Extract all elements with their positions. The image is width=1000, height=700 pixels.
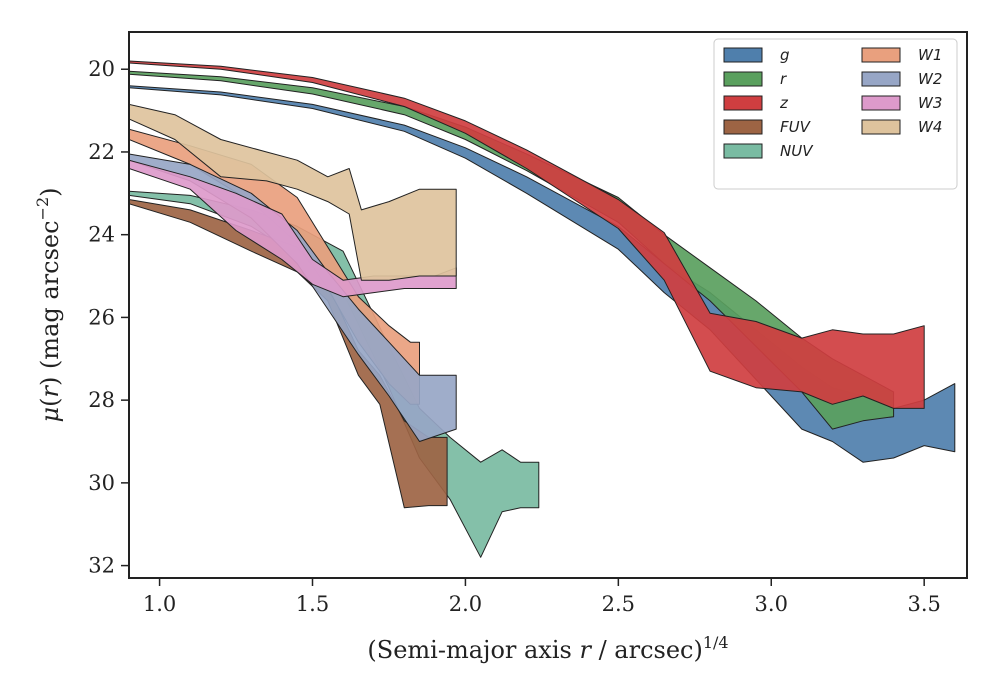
legend-swatch-z (723, 95, 763, 111)
x-tick-label: 1.5 (296, 592, 329, 616)
band-z (129, 60, 925, 409)
legend-label-r: r (780, 70, 787, 88)
legend-swatch-w1 (861, 47, 901, 63)
legend-swatch-w4 (861, 119, 901, 135)
band-w3 (129, 159, 457, 298)
legend-swatch-fuv (723, 119, 763, 135)
legend-label-w1: W1 (918, 46, 942, 64)
y-tick-label: 30 (88, 471, 115, 495)
x-tick-label: 2.0 (449, 592, 482, 616)
y-tick-label: 28 (88, 388, 115, 412)
legend: grz FUV NUV W1 W2 W3 W4 (713, 38, 958, 190)
legend-label-nuv: NUV (780, 142, 814, 160)
legend-label-fuv: FUV (780, 118, 812, 136)
y-tick-label: 26 (88, 305, 115, 329)
legend-label-w3: W3 (918, 94, 942, 112)
legend-swatch-nuv (723, 143, 763, 159)
legend-swatch-r (723, 71, 763, 87)
x-tick-label: 3.0 (755, 592, 788, 616)
y-tick-label: 22 (88, 140, 115, 164)
legend-swatch-w3 (861, 95, 901, 111)
legend-swatch-g (723, 47, 763, 63)
legend-swatch-w2 (861, 71, 901, 87)
plot-frame (128, 31, 968, 579)
band-w4 (129, 103, 457, 281)
legend-label-w4: W4 (918, 118, 942, 136)
y-tick-label: 32 (88, 554, 115, 578)
x-tick-label: 3.5 (907, 592, 940, 616)
y-axis: 20 22 24 26 28 30 32 (88, 57, 129, 578)
legend-label-z: z (779, 94, 789, 112)
legend-label-w2: W2 (918, 70, 942, 88)
x-tick-label: 2.5 (602, 592, 635, 616)
y-tick-label: 24 (88, 223, 115, 247)
y-tick-label: 20 (88, 57, 115, 81)
profile-bands (129, 60, 956, 558)
y-axis-label: μ(r) (mag arcsec−2) (33, 187, 64, 422)
x-axis: 1.0 1.5 2.0 2.5 3.0 3.5 (143, 578, 941, 616)
x-tick-label: 1.0 (143, 592, 176, 616)
x-axis-label: (Semi-major axis r / arcsec)1/4 (367, 633, 728, 664)
legend-label-g: g (780, 46, 790, 64)
